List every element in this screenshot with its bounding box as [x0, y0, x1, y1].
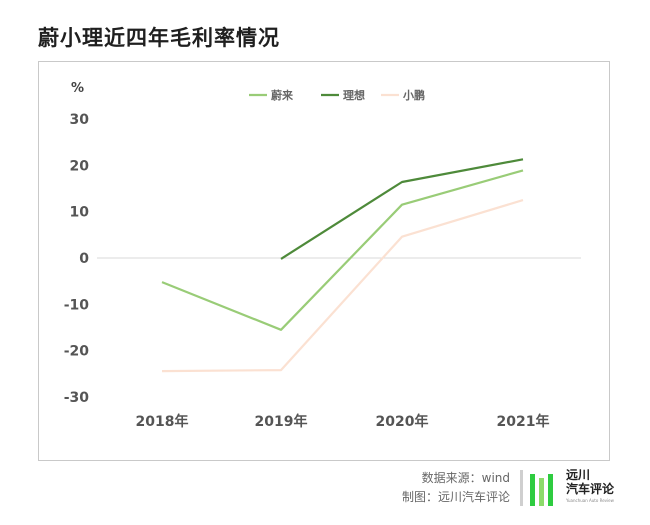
y-tick-label: 20: [70, 158, 90, 174]
gross-margin-line-chart: % 30 20 10 0 -10 -20 -30 2018年 2019年 2020年 2021年 蔚来 理…: [64, 81, 581, 430]
x-tick-label: 2021年: [497, 413, 550, 430]
logo-bar-1: [530, 474, 535, 506]
y-tick-label: 0: [79, 251, 89, 267]
logo-name-line1: 远川: [566, 468, 591, 482]
x-tick-label: 2020年: [376, 413, 429, 430]
logo-divider: [520, 470, 523, 506]
logo-bar-3: [548, 474, 553, 506]
y-tick-label: -10: [64, 297, 90, 313]
data-source-note: 数据来源：wind: [421, 471, 510, 485]
series-line-2: [280, 158, 524, 260]
x-tick-label: 2018年: [136, 413, 189, 430]
y-tick-label: 10: [70, 205, 90, 221]
y-tick-label: -30: [64, 390, 90, 406]
y-tick-label: 30: [70, 112, 90, 128]
legend-label: 蔚来: [271, 88, 294, 102]
page-title: 蔚小理近四年毛利率情况: [38, 26, 280, 50]
legend-label: 理想: [343, 88, 365, 102]
series-line-1: [161, 169, 524, 331]
logo-name-line2: 汽车评论: [566, 482, 615, 496]
made-by-note: 制图：远川汽车评论: [401, 490, 510, 504]
y-tick-label: -20: [64, 344, 90, 360]
logo-bar-2: [539, 478, 544, 506]
logo-name: 远川 汽车评论: [566, 468, 636, 496]
legend-label: 小鹏: [402, 88, 425, 102]
series-line-3: [161, 199, 524, 373]
yuanchuan-logo: [520, 470, 553, 506]
logo-subtitle: Yuanchuan Auto Review: [566, 498, 614, 503]
y-unit-label: %: [71, 81, 84, 96]
chart-frame: % 30 20 10 0 -10 -20 -30 2018年 2019年 2020年 2021年 蔚来 理…: [38, 61, 610, 461]
x-tick-label: 2019年: [255, 413, 308, 430]
